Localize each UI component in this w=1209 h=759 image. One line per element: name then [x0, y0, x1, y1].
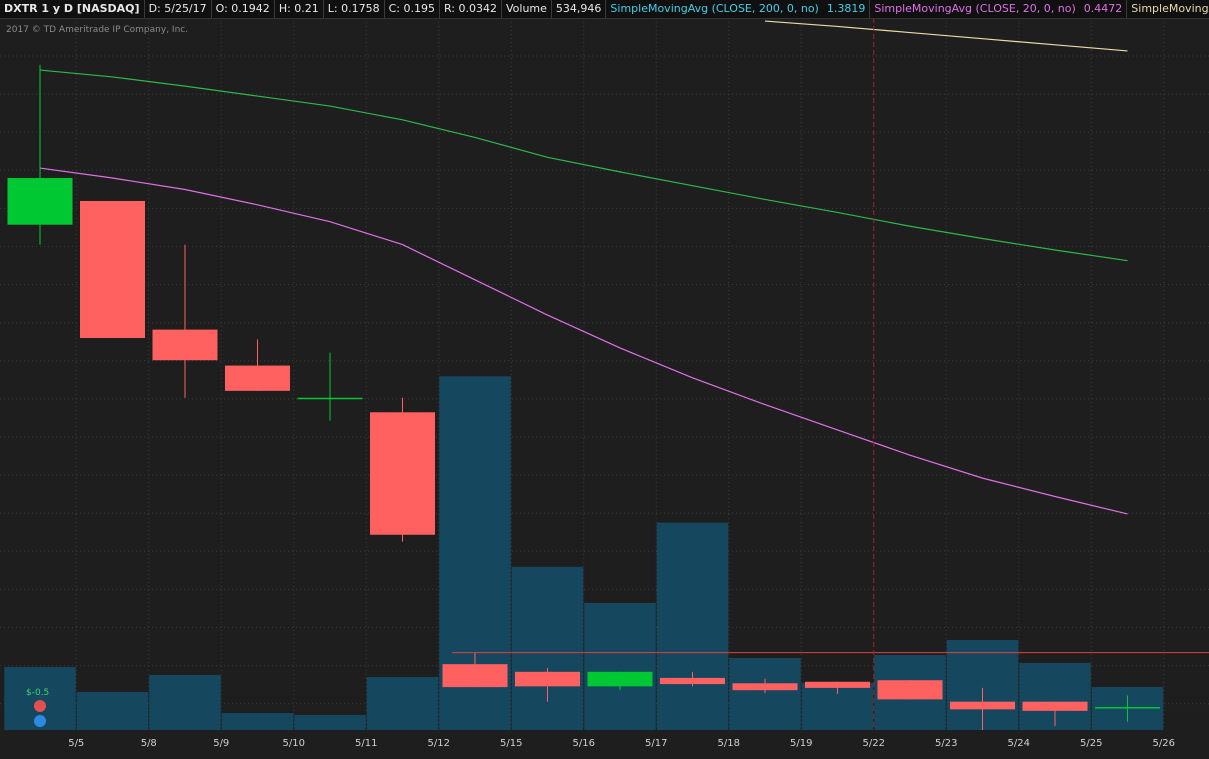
field: R: 0.0342 [440, 0, 502, 18]
moving-average-line [39, 69, 1128, 262]
x-tick-label: 5/10 [283, 738, 305, 749]
field: D: 5/25/17 [145, 0, 212, 18]
volume-bar [729, 657, 801, 730]
volume-value: 534,946 [552, 0, 607, 18]
candle-body [805, 681, 870, 688]
candle-body [1095, 707, 1160, 709]
volume-bar [76, 691, 149, 730]
field: C: 0.195 [385, 0, 440, 18]
alert-icon [34, 700, 46, 712]
info-icon [34, 715, 46, 727]
volume-bar [149, 675, 221, 730]
x-tick-label: 5/16 [573, 738, 595, 749]
candle-body [1022, 701, 1088, 711]
candle-body [7, 178, 73, 225]
candle-body [225, 365, 290, 391]
candle-body [442, 664, 508, 688]
candle-body [877, 680, 943, 700]
study-label[interactable]: SimpleMovingAvg (CLOSE, 20, 0, no) [874, 2, 1076, 15]
candle-body [297, 397, 363, 400]
x-tick-label: 5/8 [141, 738, 157, 749]
x-tick-label: 5/24 [1008, 738, 1030, 749]
volume-bar [584, 603, 656, 730]
x-tick-label: 5/12 [428, 738, 450, 749]
moving-average-line [39, 167, 1128, 515]
x-tick-label: 5/11 [355, 738, 377, 749]
x-tick-label: 5/23 [935, 738, 957, 749]
study-label[interactable]: SimpleMovingAvg (CLOSE, 200, 0, no) [610, 2, 819, 15]
x-tick-label: 5/18 [718, 738, 740, 749]
candle-body [370, 412, 435, 535]
field: O: 0.1942 [212, 0, 275, 18]
x-tick-label: 5/17 [645, 738, 667, 749]
symbol[interactable]: DXTR 1 y D [NASDAQ] [0, 0, 145, 18]
candle-body [950, 701, 1015, 710]
volume-bar [511, 566, 584, 730]
candle-body [660, 677, 725, 685]
field: L: 0.1758 [324, 0, 385, 18]
study-label[interactable]: SimpleMovingAvg (CLOSE, 100, 0, no [1131, 2, 1209, 15]
moving-average-line [764, 20, 1128, 52]
x-tick-label: 5/25 [1080, 738, 1102, 749]
volume-bar [656, 522, 729, 730]
study-value: 1.3819 [823, 0, 871, 18]
x-tick-label: 5/5 [68, 738, 84, 749]
watermark: 2017 © TD Ameritrade IP Company, Inc. [6, 25, 188, 35]
price-label: $-0.5 [26, 688, 49, 698]
candle-body [587, 671, 653, 687]
x-axis [0, 730, 1209, 759]
x-tick-label: 5/22 [863, 738, 885, 749]
candle-body [80, 200, 145, 339]
x-tick-label: 5/9 [213, 738, 229, 749]
candle-body [515, 671, 580, 687]
x-tick-label: 5/19 [790, 738, 812, 749]
volume-label: Volume [502, 0, 552, 18]
candle-body [152, 329, 218, 361]
chart: 2017 © TD Ameritrade IP Company, Inc. 5/… [0, 19, 1209, 759]
study-value: 0.4472 [1080, 0, 1128, 18]
volume-bar [221, 713, 294, 730]
volume-bar [366, 677, 439, 730]
chart-header: DXTR 1 y D [NASDAQ] D: 5/25/17 O: 0.1942… [0, 0, 1209, 19]
x-tick-label: 5/26 [1153, 738, 1175, 749]
x-tick-label: 5/15 [500, 738, 522, 749]
volume-bar [294, 714, 366, 730]
candle-body [732, 683, 798, 691]
field: H: 0.21 [275, 0, 324, 18]
